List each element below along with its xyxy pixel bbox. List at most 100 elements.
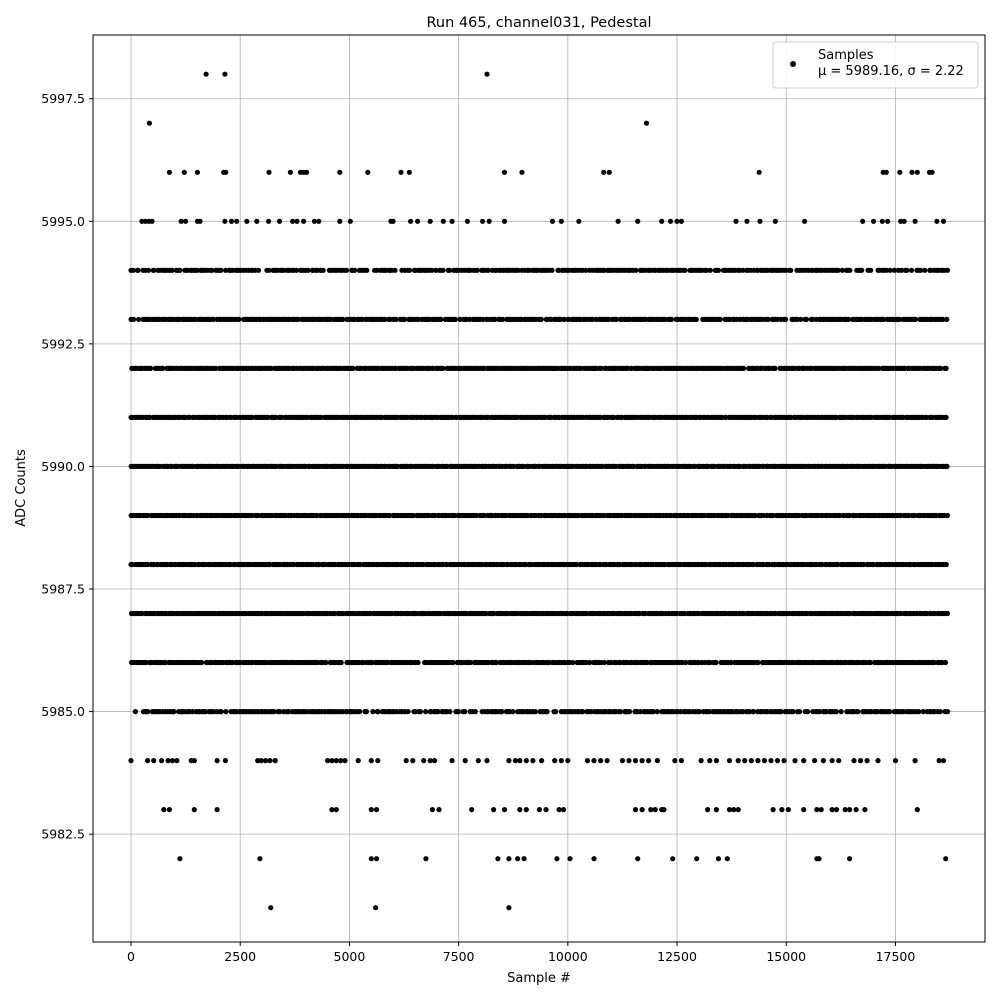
data-point bbox=[254, 218, 260, 224]
data-point bbox=[149, 218, 155, 224]
data-point bbox=[440, 218, 446, 224]
data-point bbox=[876, 365, 882, 371]
data-point bbox=[591, 856, 597, 862]
data-point bbox=[908, 267, 915, 273]
data-point bbox=[410, 758, 416, 764]
data-point bbox=[742, 758, 748, 764]
data-point bbox=[415, 218, 421, 224]
data-point bbox=[337, 218, 343, 224]
data-point bbox=[726, 807, 733, 813]
data-point bbox=[626, 758, 632, 764]
data-point bbox=[817, 709, 823, 715]
data-point bbox=[847, 807, 853, 813]
data-point bbox=[912, 316, 919, 322]
data-point bbox=[415, 659, 421, 666]
legend-box bbox=[772, 41, 979, 89]
data-point bbox=[853, 807, 859, 813]
data-point bbox=[469, 807, 475, 813]
data-point bbox=[146, 120, 152, 126]
points-layer bbox=[128, 71, 951, 911]
data-point bbox=[715, 856, 722, 862]
data-point bbox=[166, 169, 172, 175]
data-point bbox=[501, 169, 508, 175]
data-point bbox=[549, 267, 555, 273]
data-point bbox=[462, 758, 468, 764]
data-point bbox=[538, 316, 544, 322]
data-point bbox=[765, 316, 771, 322]
data-point bbox=[323, 659, 329, 666]
data-point bbox=[368, 758, 374, 764]
data-point bbox=[266, 169, 272, 175]
data-point bbox=[169, 267, 175, 273]
data-point bbox=[501, 218, 508, 224]
data-point bbox=[744, 218, 750, 224]
data-point bbox=[165, 758, 171, 764]
data-point bbox=[449, 218, 455, 224]
data-point bbox=[222, 758, 228, 764]
data-point bbox=[286, 709, 292, 715]
data-point bbox=[772, 365, 778, 371]
data-point bbox=[683, 659, 689, 666]
data-point bbox=[320, 267, 326, 273]
data-point bbox=[859, 267, 865, 273]
data-point bbox=[355, 758, 361, 764]
data-point bbox=[375, 758, 381, 764]
data-point bbox=[402, 316, 408, 322]
data-point bbox=[329, 807, 335, 813]
data-point bbox=[440, 365, 446, 371]
data-point bbox=[772, 218, 778, 224]
data-point bbox=[382, 316, 388, 322]
data-point bbox=[177, 856, 183, 862]
data-point bbox=[455, 709, 462, 715]
data-point bbox=[615, 218, 621, 224]
data-point bbox=[887, 267, 893, 273]
data-point bbox=[486, 218, 492, 224]
data-point bbox=[519, 169, 525, 175]
data-point bbox=[558, 758, 564, 764]
data-point bbox=[475, 758, 481, 764]
data-point bbox=[553, 709, 559, 715]
data-point bbox=[506, 758, 512, 764]
data-point bbox=[637, 709, 643, 715]
data-point bbox=[705, 807, 711, 813]
data-point bbox=[304, 169, 310, 175]
data-point bbox=[942, 659, 949, 666]
data-point bbox=[438, 316, 444, 322]
data-point bbox=[713, 758, 720, 764]
data-point bbox=[290, 218, 296, 224]
data-point bbox=[357, 709, 363, 715]
data-point bbox=[735, 807, 741, 813]
data-point bbox=[398, 169, 404, 175]
data-point bbox=[515, 856, 521, 862]
data-point bbox=[940, 758, 947, 764]
data-point bbox=[556, 807, 562, 813]
data-point bbox=[530, 758, 536, 764]
data-point bbox=[943, 414, 949, 420]
data-point bbox=[829, 807, 835, 813]
legend: Samples μ = 5989.16, σ = 2.22 bbox=[772, 41, 979, 89]
data-point bbox=[467, 659, 474, 666]
data-point bbox=[223, 267, 229, 273]
data-point bbox=[484, 758, 490, 764]
data-point bbox=[909, 169, 915, 175]
data-point bbox=[268, 365, 274, 371]
x-tick-label: 5000 bbox=[334, 949, 366, 964]
data-point bbox=[715, 267, 722, 273]
data-point bbox=[650, 709, 657, 715]
data-point bbox=[560, 807, 567, 813]
data-point bbox=[755, 659, 761, 666]
data-point bbox=[707, 267, 713, 273]
data-point bbox=[268, 905, 274, 911]
data-point bbox=[887, 709, 893, 715]
data-point bbox=[792, 758, 798, 764]
x-tick-label: 17500 bbox=[876, 949, 916, 964]
data-point bbox=[390, 218, 396, 224]
data-point bbox=[370, 709, 376, 715]
data-point bbox=[583, 267, 589, 273]
data-point bbox=[814, 807, 820, 813]
data-point bbox=[558, 218, 564, 224]
data-point bbox=[678, 218, 685, 224]
data-point bbox=[857, 758, 864, 764]
data-point bbox=[619, 758, 626, 764]
data-point bbox=[491, 807, 497, 813]
